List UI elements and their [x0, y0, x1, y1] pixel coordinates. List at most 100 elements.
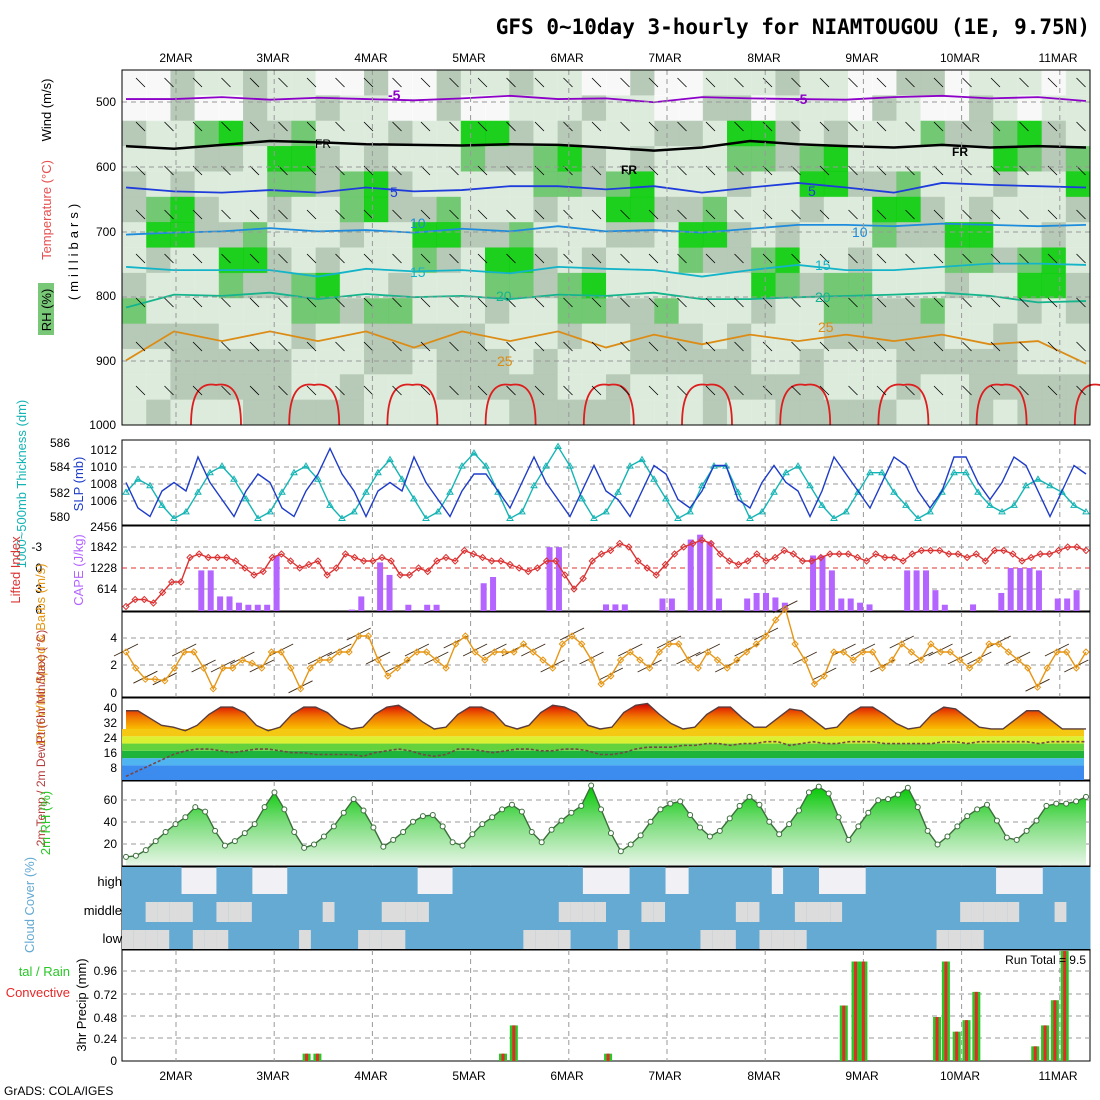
wind-speed-point — [1043, 664, 1051, 672]
rh-cell — [460, 171, 486, 198]
slp-series — [122, 442, 1090, 521]
thickness-point — [1070, 501, 1078, 508]
cape-bar — [235, 602, 242, 611]
wind-barb — [249, 385, 260, 396]
lifted-index-point — [204, 553, 212, 562]
wind-barb — [933, 77, 944, 88]
rh-cell — [993, 120, 1018, 147]
rh-cell — [388, 171, 413, 198]
pressure-tick-label: 800 — [96, 289, 116, 303]
wind-barb — [164, 121, 174, 132]
thickness-point — [134, 475, 142, 482]
rh-point — [1063, 800, 1070, 807]
wind-panel-background — [121, 611, 1091, 698]
thickness-point — [866, 468, 874, 476]
rh-cell — [533, 146, 559, 172]
temperature-band — [122, 728, 1084, 737]
temperature-band — [122, 758, 1084, 766]
rh-cell — [969, 323, 994, 350]
thickness-axis-label: 1000~500mb Thickness (dm) — [14, 400, 29, 569]
rh-point — [1003, 834, 1010, 841]
lifted-index-point — [926, 546, 935, 555]
cloud-block — [310, 867, 324, 894]
rh-point — [617, 848, 624, 855]
wind-barb — [791, 253, 801, 264]
wind-barb — [876, 121, 887, 132]
rh-cell — [799, 298, 825, 325]
rh-point — [795, 807, 802, 814]
thickness-point — [506, 514, 514, 521]
wind-barb — [563, 121, 573, 132]
cape-bar — [715, 598, 722, 611]
rh-cell — [751, 171, 776, 198]
rh-cell — [170, 348, 196, 375]
rh-cell — [630, 298, 655, 325]
rh-cell — [896, 348, 922, 375]
wind-speed-point — [122, 648, 130, 656]
wind-barb — [420, 297, 431, 308]
rh-cell — [1041, 399, 1067, 426]
cloud-block — [1078, 922, 1091, 949]
rh-cell — [291, 374, 317, 401]
rh-cell — [993, 399, 1018, 426]
wind-barb — [392, 77, 402, 88]
surface-wind-barb — [579, 651, 604, 665]
rh-cell — [1017, 171, 1043, 198]
temperature-area — [126, 703, 1086, 731]
temperature-contour — [125, 262, 1087, 278]
wind-speed-point — [539, 656, 547, 664]
wind-speed-point — [801, 656, 809, 664]
wind-barb — [534, 253, 545, 264]
lifted-index-point — [606, 546, 615, 555]
wind-barb — [192, 77, 203, 88]
wind-barb — [477, 253, 488, 264]
lifted-axis-label: Lifted Index — [8, 536, 23, 604]
lifted-index-point — [497, 557, 505, 565]
wind-barb — [734, 121, 744, 132]
wind-speed-point — [626, 648, 634, 656]
rh-cell — [848, 196, 873, 223]
rh-cell — [460, 95, 486, 122]
lifted-index-point — [387, 557, 395, 565]
cape-panel: 2456 1842 1228 614 -3 0 3 6 CAPE (J/kg) … — [8, 520, 1091, 617]
rh-cell — [1041, 120, 1067, 147]
precip-convective-bar — [861, 961, 865, 1061]
rh-cell — [194, 399, 220, 426]
wind-speed-point — [228, 664, 237, 672]
rh-point — [360, 807, 367, 814]
thickness-point — [362, 488, 370, 495]
rh-cell — [581, 95, 607, 122]
rh-cell — [920, 95, 946, 122]
rh-cell — [969, 348, 994, 375]
lifted-index-point — [478, 553, 487, 562]
rh-cell — [339, 222, 365, 248]
cloud-block — [263, 894, 276, 922]
thickness-point — [266, 507, 274, 515]
thickness-point — [314, 475, 322, 482]
rh-point — [380, 843, 387, 850]
wind-barb — [278, 297, 288, 308]
rh-cell — [606, 171, 631, 198]
cloud-block — [334, 922, 347, 949]
cloud-block — [157, 867, 170, 894]
cloud-block — [1030, 922, 1044, 949]
lifted-index-point — [524, 567, 532, 576]
rh-cell — [412, 247, 438, 274]
wind-speed-line — [125, 607, 1087, 691]
lifted-index-point — [817, 553, 825, 562]
wind-barb — [135, 297, 146, 308]
lifted-index-point — [762, 557, 770, 565]
rh-point — [499, 806, 506, 813]
cloud-gap — [995, 902, 1008, 922]
rh-cell — [194, 70, 220, 96]
rh-point — [677, 798, 684, 805]
rh-cell — [485, 272, 510, 299]
cloud-block — [665, 922, 678, 949]
rh-cell — [509, 171, 534, 198]
rh-point — [855, 823, 862, 830]
precip-bars — [302, 951, 1069, 1061]
cape-axis-label: CAPE (J/kg) — [71, 534, 86, 606]
surface-wind-barb — [637, 659, 662, 673]
cape-bar — [744, 598, 751, 611]
wind-barb — [249, 253, 260, 264]
